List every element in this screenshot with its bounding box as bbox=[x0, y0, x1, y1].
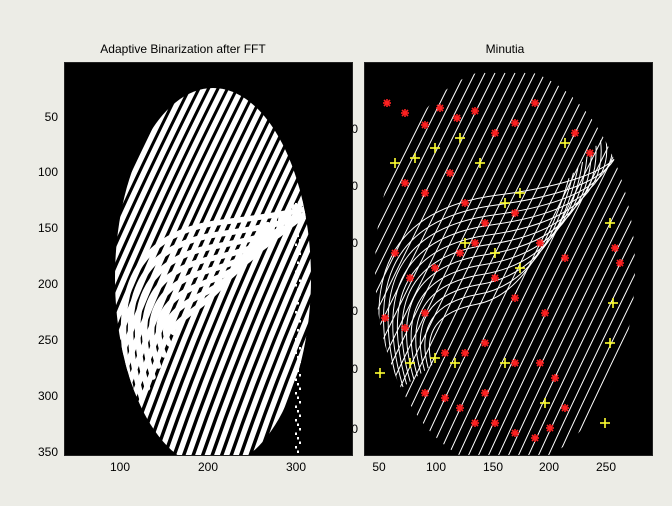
minutia-yellow-plus-marker bbox=[455, 133, 465, 143]
minutia-yellow-plus-marker bbox=[405, 358, 415, 368]
minutia-red-star-marker bbox=[401, 324, 409, 332]
right-axes-minutia[interactable] bbox=[364, 62, 653, 456]
minutia-red-star-marker bbox=[586, 149, 594, 157]
minutia-red-star-marker bbox=[481, 219, 489, 227]
left-ytick-150: 150 bbox=[37, 221, 58, 235]
minutia-yellow-plus-marker bbox=[390, 158, 400, 168]
minutia-red-star-marker bbox=[446, 169, 454, 177]
minutia-red-star-marker bbox=[536, 359, 544, 367]
right-ytick-300: 300 bbox=[337, 422, 358, 436]
minutia-red-star-marker bbox=[571, 129, 579, 137]
left-xtick-300: 300 bbox=[285, 460, 307, 474]
minutia-red-star-marker bbox=[431, 264, 439, 272]
minutia-red-star-marker bbox=[421, 189, 429, 197]
minutia-red-star-marker bbox=[481, 339, 489, 347]
minutia-red-star-marker bbox=[541, 309, 549, 317]
minutia-red-star-marker bbox=[441, 349, 449, 357]
minutia-yellow-plus-marker bbox=[500, 198, 510, 208]
minutia-yellow-plus-marker bbox=[430, 353, 440, 363]
minutia-red-star-marker bbox=[421, 309, 429, 317]
minutia-yellow-plus-marker bbox=[430, 143, 440, 153]
right-xtick-100: 100 bbox=[425, 460, 447, 474]
minutia-red-star-marker bbox=[551, 374, 559, 382]
right-xtick-250: 250 bbox=[595, 460, 617, 474]
minutia-red-star-marker bbox=[611, 244, 619, 252]
minutia-yellow-plus-marker bbox=[540, 398, 550, 408]
minutia-red-star-marker bbox=[616, 259, 624, 267]
minutia-red-star-marker bbox=[511, 209, 519, 217]
minutia-red-star-marker bbox=[536, 239, 544, 247]
right-xtick-150: 150 bbox=[482, 460, 504, 474]
minutia-yellow-plus-marker bbox=[515, 263, 525, 273]
left-axes-binarized-fingerprint[interactable] bbox=[64, 62, 353, 456]
minutia-red-star-marker bbox=[471, 107, 479, 115]
minutia-yellow-plus-marker bbox=[515, 188, 525, 198]
left-xtick-100: 100 bbox=[109, 460, 131, 474]
minutia-red-star-marker bbox=[511, 294, 519, 302]
minutia-yellow-plus-marker bbox=[410, 153, 420, 163]
minutia-red-star-marker bbox=[561, 404, 569, 412]
minutia-yellow-plus-marker bbox=[490, 248, 500, 258]
minutia-red-star-marker bbox=[406, 274, 414, 282]
minutia-red-star-marker bbox=[491, 274, 499, 282]
minutia-yellow-plus-marker bbox=[605, 218, 615, 228]
minutia-yellow-plus-marker bbox=[560, 138, 570, 148]
right-ytick-250: 250 bbox=[337, 362, 358, 376]
minutia-yellow-plus-marker bbox=[605, 338, 615, 348]
minutia-red-star-marker bbox=[511, 119, 519, 127]
minutia-red-star-marker bbox=[511, 429, 519, 437]
left-xtick-200: 200 bbox=[197, 460, 219, 474]
minutia-red-star-marker bbox=[481, 389, 489, 397]
minutia-red-star-marker bbox=[461, 199, 469, 207]
minutia-yellow-plus-marker bbox=[475, 158, 485, 168]
right-ytick-200: 200 bbox=[337, 304, 358, 318]
minutia-red-star-marker bbox=[421, 121, 429, 129]
left-ytick-350: 350 bbox=[37, 445, 58, 459]
minutia-red-star-marker bbox=[436, 104, 444, 112]
minutia-red-star-marker bbox=[401, 109, 409, 117]
right-ytick-50: 50 bbox=[344, 122, 358, 136]
minutia-yellow-plus-marker bbox=[600, 418, 610, 428]
minutia-red-star-marker bbox=[421, 389, 429, 397]
minutia-yellow-plus-marker bbox=[460, 238, 470, 248]
minutia-red-star-marker bbox=[491, 129, 499, 137]
minutia-red-star-marker bbox=[471, 239, 479, 247]
right-xtick-200: 200 bbox=[538, 460, 560, 474]
minutia-red-star-marker bbox=[511, 359, 519, 367]
minutia-red-star-marker bbox=[381, 314, 389, 322]
minutia-red-star-marker bbox=[471, 419, 479, 427]
right-ytick-100: 100 bbox=[337, 179, 358, 193]
left-ytick-50: 50 bbox=[44, 110, 58, 124]
minutia-red-star-marker bbox=[391, 249, 399, 257]
minutia-red-star-marker bbox=[531, 434, 539, 442]
left-ytick-200: 200 bbox=[37, 277, 58, 291]
binarized-fingerprint-image bbox=[115, 88, 311, 455]
minutia-red-star-marker bbox=[461, 349, 469, 357]
minutia-red-star-marker bbox=[456, 404, 464, 412]
minutia-yellow-plus-marker bbox=[450, 358, 460, 368]
minutia-image bbox=[375, 72, 635, 455]
minutia-yellow-plus-marker bbox=[500, 358, 510, 368]
minutia-red-star-marker bbox=[383, 99, 391, 107]
minutia-red-star-marker bbox=[546, 424, 554, 432]
minutia-red-star-marker bbox=[491, 419, 499, 427]
minutia-red-star-marker bbox=[441, 394, 449, 402]
minutia-red-star-marker bbox=[561, 254, 569, 262]
minutia-red-star-marker bbox=[401, 179, 409, 187]
right-xtick-50: 50 bbox=[372, 460, 386, 474]
left-plot-title: Adaptive Binarization after FFT bbox=[100, 42, 266, 56]
minutia-red-star-marker bbox=[456, 249, 464, 257]
minutia-yellow-plus-marker bbox=[608, 298, 618, 308]
minutia-red-star-marker bbox=[453, 114, 461, 122]
minutia-red-star-marker bbox=[531, 99, 539, 107]
minutia-yellow-plus-marker bbox=[375, 368, 385, 378]
right-ytick-150: 150 bbox=[337, 236, 358, 250]
left-ytick-250: 250 bbox=[37, 333, 58, 347]
left-ytick-100: 100 bbox=[37, 165, 58, 179]
left-ytick-300: 300 bbox=[37, 389, 58, 403]
right-plot-title: Minutia bbox=[485, 42, 525, 56]
